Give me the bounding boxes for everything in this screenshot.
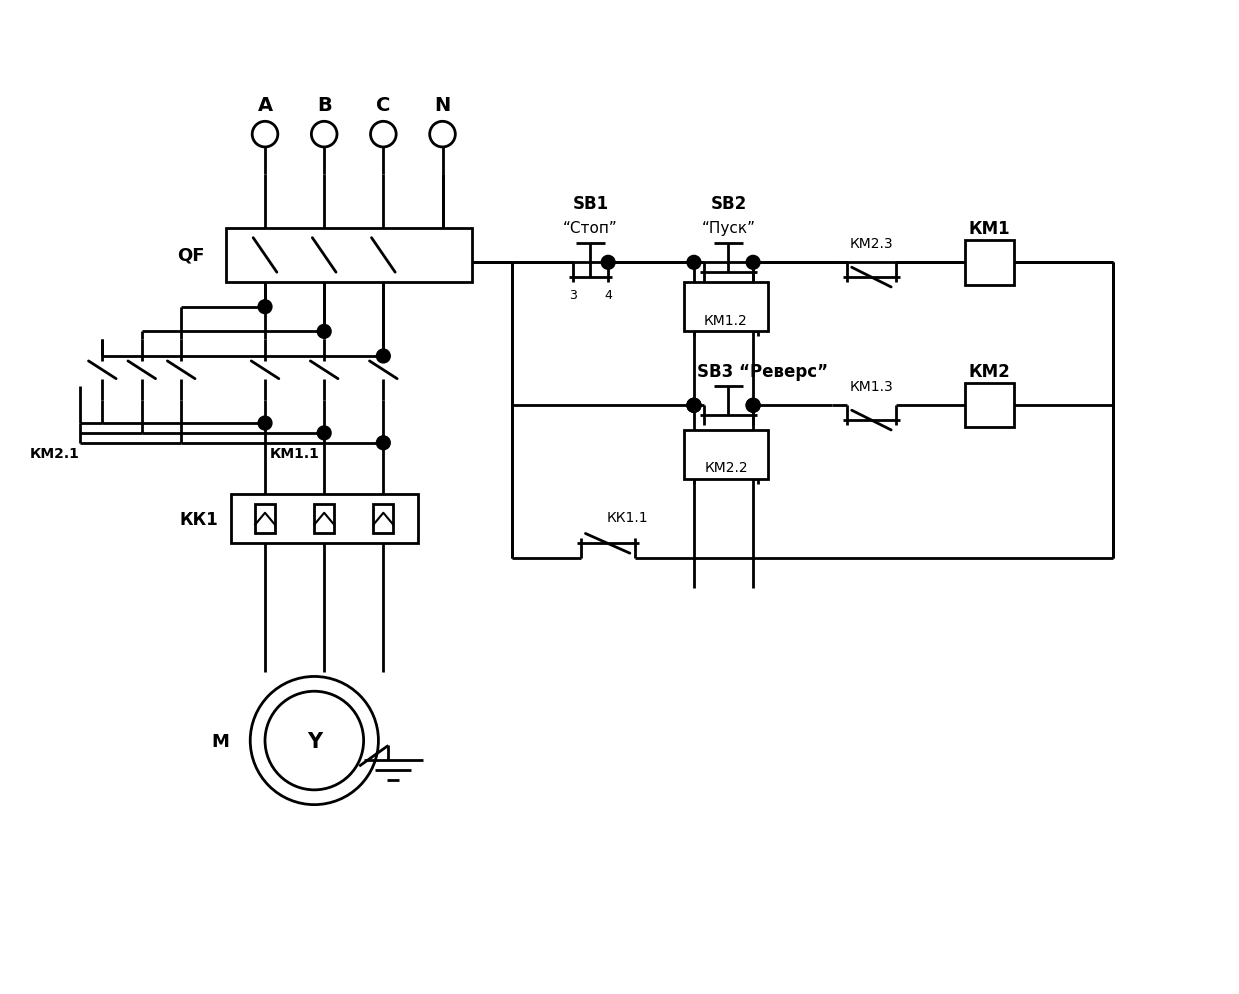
- Text: КК1.1: КК1.1: [607, 510, 648, 524]
- Circle shape: [688, 399, 701, 413]
- Text: “Стоп”: “Стоп”: [563, 221, 618, 236]
- Circle shape: [688, 399, 701, 413]
- Text: Y: Y: [307, 731, 322, 750]
- Text: КМ1: КМ1: [969, 220, 1011, 238]
- Bar: [315, 504, 335, 534]
- Circle shape: [317, 325, 331, 339]
- Text: 1: 1: [700, 432, 707, 445]
- Text: M: M: [212, 732, 229, 749]
- Circle shape: [377, 350, 390, 364]
- Circle shape: [258, 300, 271, 314]
- Text: “Пуск”: “Пуск”: [701, 221, 756, 236]
- Text: N: N: [435, 96, 451, 115]
- Bar: [255, 504, 275, 534]
- Circle shape: [317, 426, 331, 440]
- Bar: [225, 229, 472, 282]
- Text: 3: 3: [569, 289, 576, 302]
- Text: 2: 2: [750, 432, 757, 445]
- Bar: [684, 282, 768, 332]
- Circle shape: [601, 256, 615, 270]
- Bar: [230, 495, 418, 544]
- Text: A: A: [258, 96, 273, 115]
- Bar: [965, 241, 1015, 285]
- Circle shape: [746, 399, 760, 413]
- Text: 2: 2: [750, 289, 757, 302]
- Circle shape: [688, 399, 701, 413]
- Circle shape: [746, 256, 760, 270]
- Text: SB1: SB1: [572, 195, 608, 213]
- Text: B: B: [317, 96, 332, 115]
- Circle shape: [258, 416, 271, 430]
- Text: 1: 1: [700, 289, 707, 302]
- Text: QF: QF: [177, 247, 204, 264]
- Text: КК1: КК1: [180, 510, 218, 528]
- Circle shape: [377, 436, 390, 450]
- Text: SB2: SB2: [710, 195, 747, 213]
- Bar: [684, 430, 768, 480]
- Circle shape: [746, 399, 760, 413]
- Text: КМ2.3: КМ2.3: [850, 237, 893, 250]
- Bar: [965, 384, 1015, 428]
- Text: КМ1.1: КМ1.1: [270, 446, 320, 460]
- Bar: [373, 504, 393, 534]
- Text: КМ2.2: КМ2.2: [704, 461, 748, 475]
- Text: C: C: [377, 96, 390, 115]
- Text: КМ1.3: КМ1.3: [850, 379, 893, 394]
- Text: КМ2.1: КМ2.1: [30, 446, 79, 460]
- Text: КМ1.2: КМ1.2: [704, 313, 748, 327]
- Text: SB3 “Реверс”: SB3 “Реверс”: [698, 363, 829, 381]
- Text: КМ2: КМ2: [969, 363, 1011, 381]
- Text: 4: 4: [605, 289, 612, 302]
- Circle shape: [688, 256, 701, 270]
